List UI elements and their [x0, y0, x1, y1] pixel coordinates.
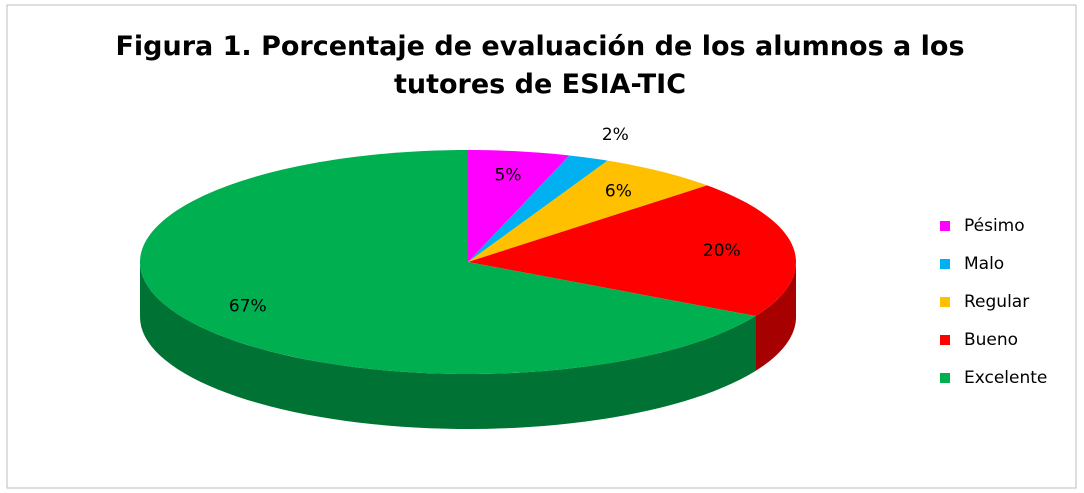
slice — [468, 155, 608, 262]
data-label: 67% — [229, 296, 267, 316]
data-label: 20% — [703, 241, 741, 261]
legend-label: Bueno — [964, 330, 1018, 350]
slice-side — [140, 262, 756, 429]
chart-title: Figura 1. Porcentaje de evaluación de lo… — [115, 31, 965, 100]
legend-label: Pésimo — [964, 216, 1025, 236]
data-label: 2% — [602, 125, 629, 145]
data-label: 6% — [605, 181, 632, 201]
slice — [468, 150, 570, 262]
legend-label: Regular — [964, 292, 1029, 312]
slice — [140, 150, 756, 374]
slice-side — [755, 262, 796, 371]
slice — [468, 160, 708, 262]
slice — [468, 185, 796, 316]
data-label: 5% — [495, 166, 522, 186]
legend-swatch — [940, 297, 950, 307]
legend-label: Excelente — [964, 368, 1047, 388]
legend-swatch — [940, 221, 950, 231]
legend-label: Malo — [964, 254, 1004, 274]
legend-swatch — [940, 259, 950, 269]
legend-swatch — [940, 373, 950, 383]
legend-swatch — [940, 335, 950, 345]
